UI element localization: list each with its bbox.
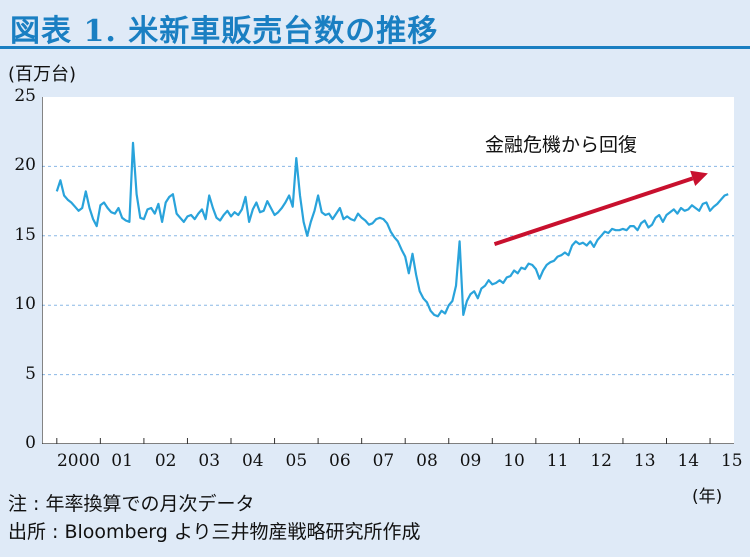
- line-chart: [42, 97, 734, 444]
- y-tick-label: 25: [14, 86, 36, 106]
- sales-series-line: [55, 141, 729, 318]
- recovery-annotation: 金融危機から回復: [485, 134, 638, 156]
- x-tick-label: 14: [677, 451, 700, 471]
- x-tick-label: 11: [546, 451, 569, 471]
- x-tick-label: 01: [111, 451, 133, 471]
- x-tick-label: 08: [416, 451, 438, 471]
- footnote: 注 : 年率換算での月次データ: [8, 493, 255, 515]
- y-tick-label: 15: [14, 224, 36, 245]
- title-divider: [0, 46, 750, 49]
- x-axis-unit-label: (年): [692, 487, 723, 507]
- x-tick-label: 2000: [56, 451, 101, 471]
- y-tick-label: 0: [25, 433, 36, 453]
- y-tick-label: 20: [14, 155, 36, 176]
- page-title: 図表 1. 米新車販売台数の推移: [10, 14, 439, 49]
- x-tick-label: 04: [241, 451, 264, 471]
- x-tick-label: 12: [590, 451, 612, 471]
- x-tick-label: 09: [459, 451, 482, 471]
- plot-area: [42, 97, 734, 444]
- x-tick-label: 13: [633, 451, 656, 471]
- x-tick-label: 02: [154, 451, 177, 471]
- trend-arrow-head: [690, 170, 708, 186]
- x-tick-label: 07: [372, 451, 395, 471]
- y-tick-label: 10: [14, 294, 36, 315]
- x-tick-label: 03: [198, 451, 221, 471]
- x-tick-label: 06: [329, 451, 351, 471]
- y-axis-unit-label: (百万台): [8, 64, 77, 85]
- y-tick-label: 5: [25, 363, 36, 384]
- x-tick-label: 15: [720, 451, 743, 471]
- trend-arrow-shaft: [493, 176, 694, 247]
- source-note: 出所 : Bloomberg より三井物産戦略研究所作成: [8, 521, 421, 543]
- x-tick-label: 10: [503, 451, 525, 471]
- x-tick-label: 05: [285, 451, 308, 471]
